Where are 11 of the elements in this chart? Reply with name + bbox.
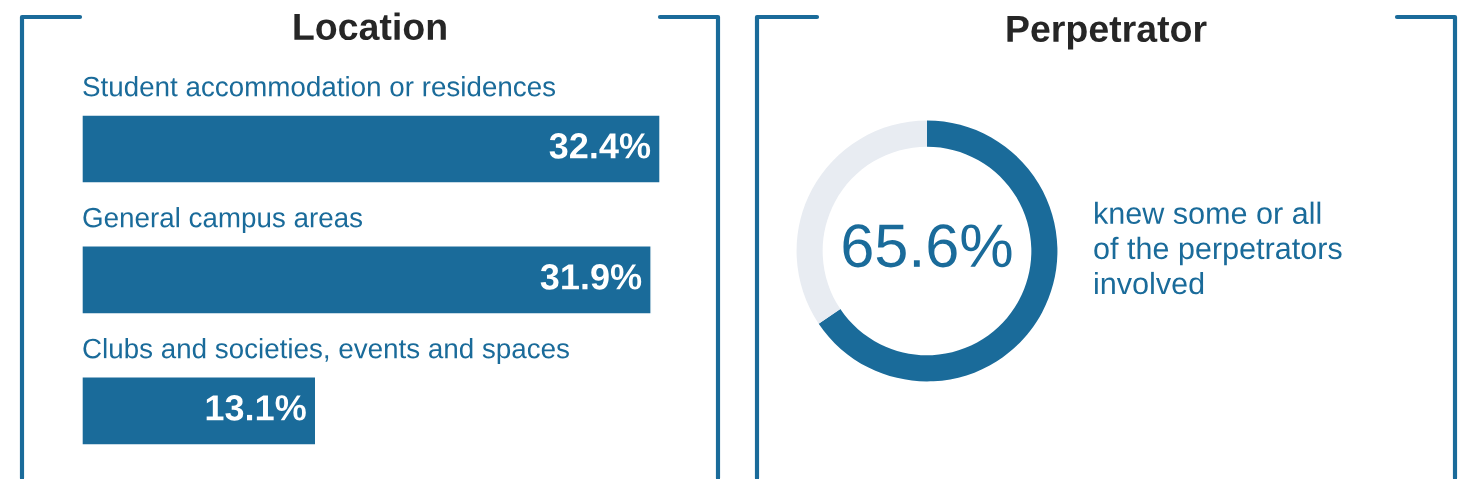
y-tick-label: Student accommodation or residences <box>83 76 556 97</box>
y-tick-label: General campus areas <box>83 207 362 233</box>
data-label: 13.1% <box>206 395 306 421</box>
y-tick-label: Clubs and societies, events and spaces <box>83 338 569 364</box>
data-label: 65.6% <box>843 224 1012 268</box>
chart-title: Location <box>294 12 446 41</box>
data-label: 32.4% <box>549 133 651 159</box>
text: knew some or all of the perpetrators involved <box>1094 201 1342 295</box>
donut-slice <box>818 120 1058 382</box>
chart-title: Perpetrator <box>1007 15 1207 50</box>
data-label: 31.9% <box>540 264 642 290</box>
